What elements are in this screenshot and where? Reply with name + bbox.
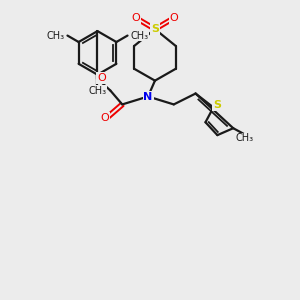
Text: N: N bbox=[143, 92, 153, 101]
Text: O: O bbox=[169, 13, 178, 23]
Text: CH₃: CH₃ bbox=[236, 133, 253, 143]
Text: CH₃: CH₃ bbox=[130, 31, 148, 40]
Text: CH₃: CH₃ bbox=[46, 31, 64, 40]
Text: S: S bbox=[213, 100, 221, 110]
Text: CH₃: CH₃ bbox=[88, 85, 106, 96]
Text: S: S bbox=[151, 24, 159, 34]
Text: O: O bbox=[97, 73, 106, 83]
Text: O: O bbox=[100, 113, 109, 123]
Text: O: O bbox=[132, 13, 140, 23]
